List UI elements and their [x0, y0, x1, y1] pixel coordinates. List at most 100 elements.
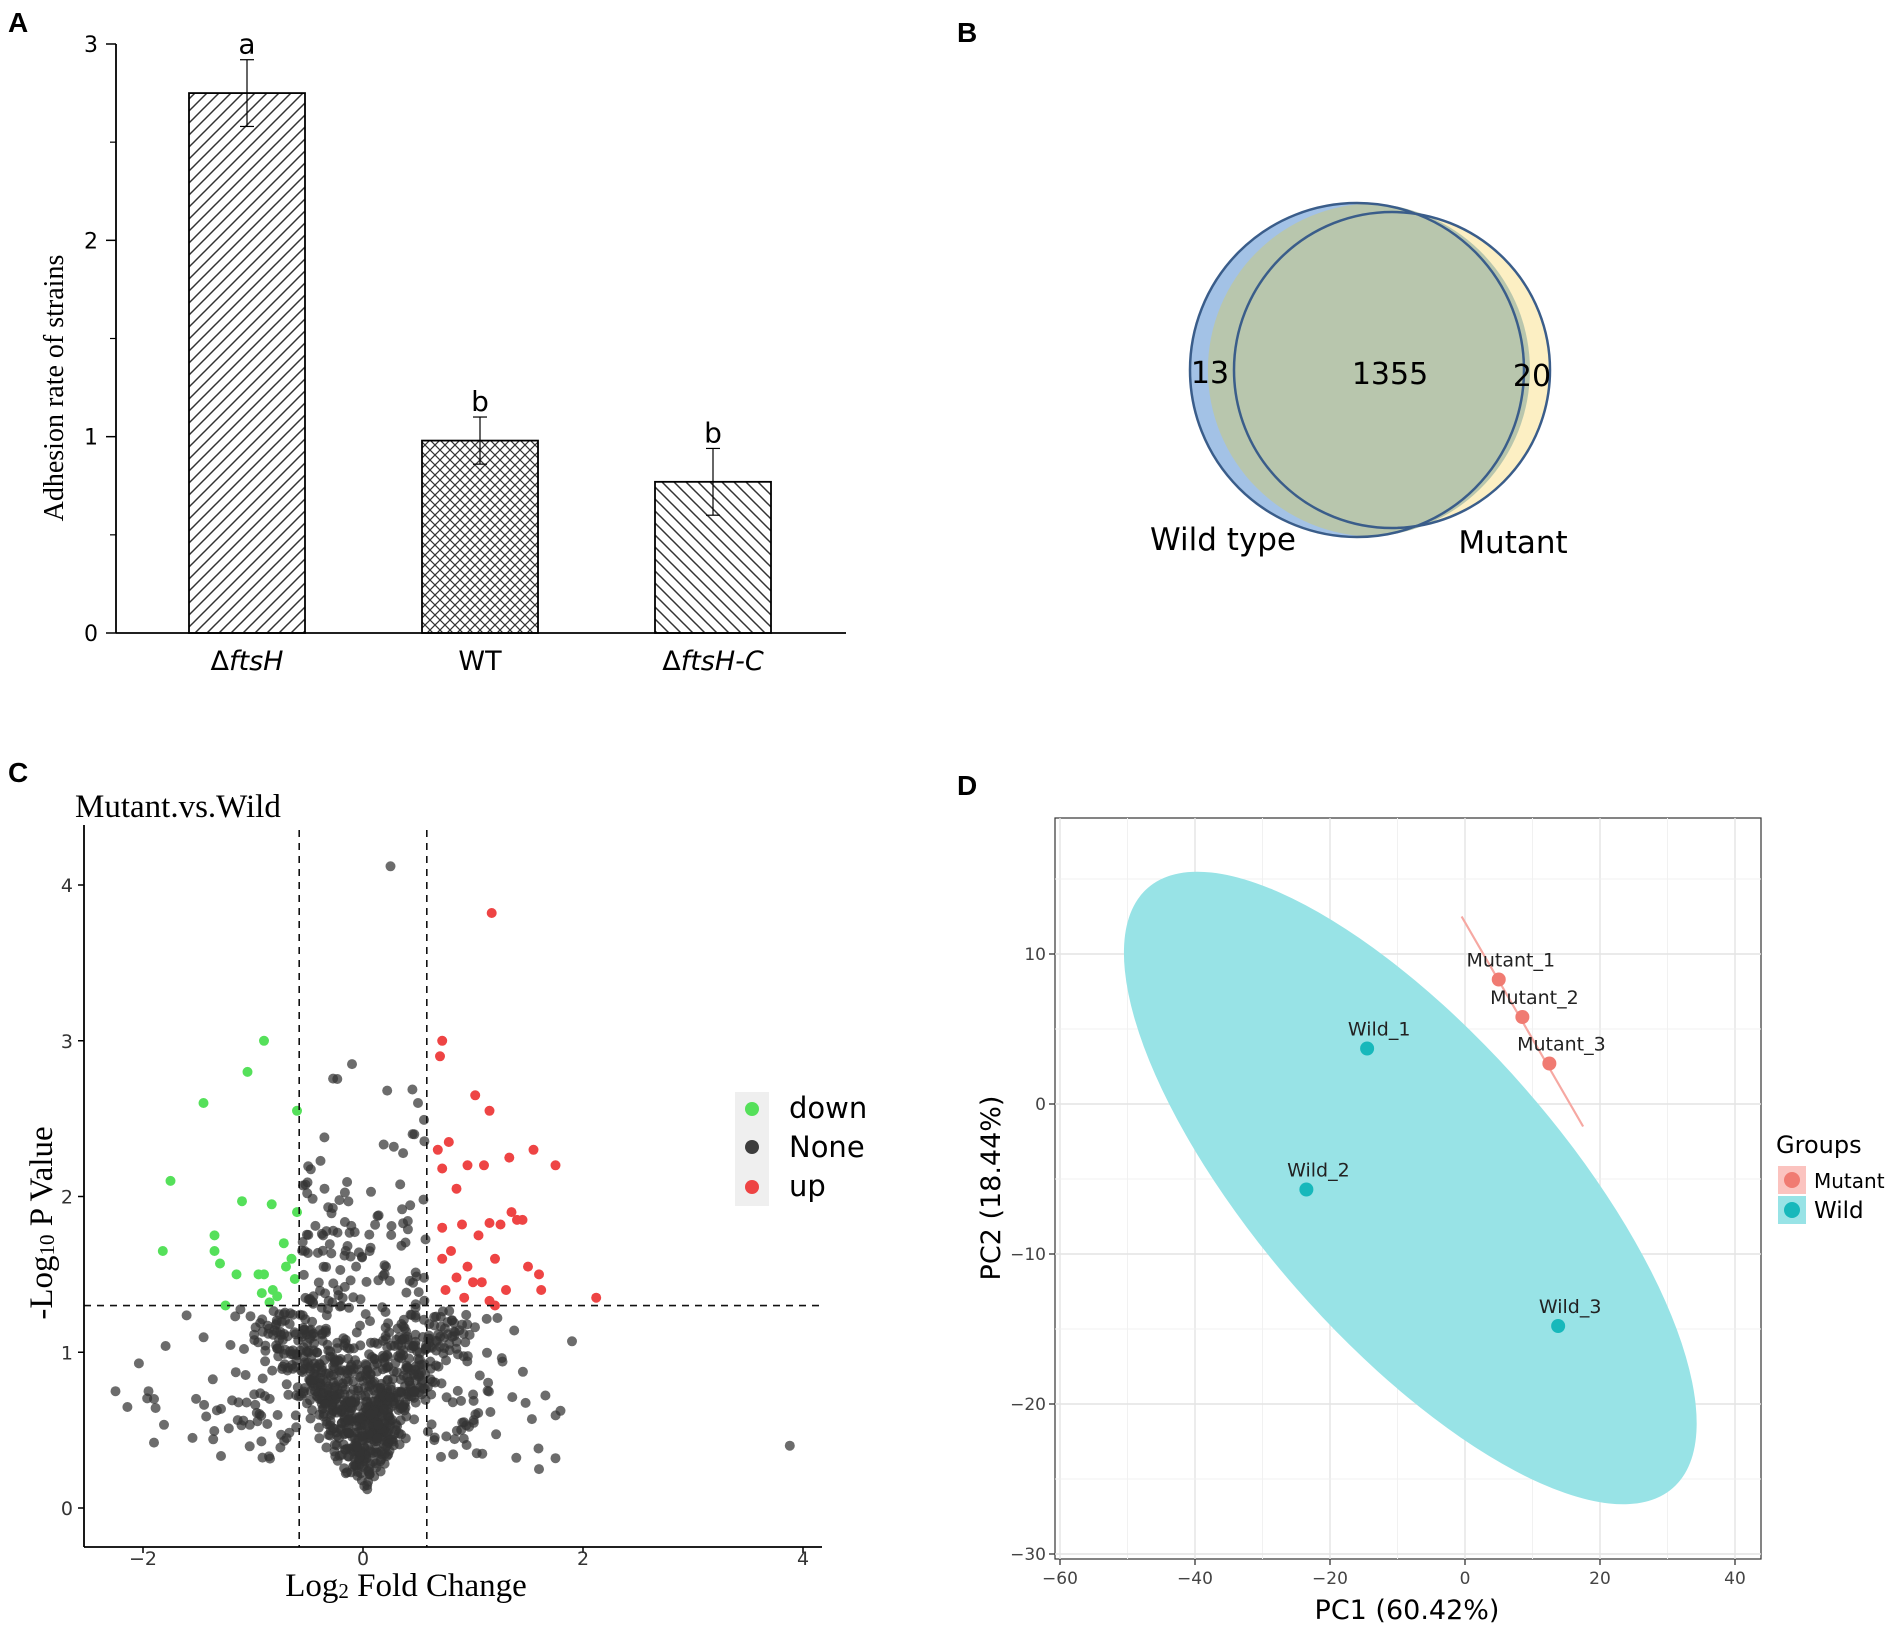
- panel-label-d: D: [957, 770, 977, 801]
- x-tick-label: −40: [1177, 1569, 1213, 1589]
- x-axis-label: Log2 Fold Change: [285, 1568, 527, 1604]
- point-none: [201, 1411, 212, 1422]
- x-tick-label: 0: [1460, 1569, 1471, 1589]
- point-none: [413, 1098, 423, 1108]
- point-none: [309, 1386, 320, 1396]
- point-none: [191, 1393, 202, 1404]
- legend-label-none: None: [789, 1130, 865, 1164]
- point-none: [353, 1383, 364, 1394]
- point-none: [410, 1310, 421, 1321]
- point-none: [477, 1448, 488, 1459]
- point-none: [333, 1285, 343, 1296]
- point-none: [447, 1331, 458, 1342]
- point-none: [316, 1302, 327, 1313]
- point-none: [365, 1242, 376, 1253]
- category-label: ΔftsH-C: [662, 646, 764, 677]
- legend-label-mutant: Mutant: [1814, 1169, 1885, 1193]
- point-none: [297, 1310, 308, 1321]
- point-up: [495, 1219, 506, 1230]
- venn-count-mutant-only: 20: [1513, 359, 1551, 394]
- point-none: [459, 1417, 469, 1428]
- point-none: [251, 1407, 262, 1418]
- point-none: [339, 1463, 350, 1474]
- point-none: [402, 1331, 413, 1342]
- point-none: [361, 1360, 372, 1371]
- point-none: [388, 1141, 399, 1152]
- point-none: [110, 1386, 121, 1397]
- point-none: [372, 1211, 383, 1221]
- point-none: [422, 1426, 433, 1437]
- volcano-panel: Mutant.vs.Wild 0 1 2 3 4 −2 0 2 4 Log2 Fold Chan…: [24, 789, 867, 1604]
- point-none: [540, 1390, 551, 1401]
- point-none: [389, 1429, 400, 1440]
- point-label: Mutant_1: [1466, 950, 1555, 972]
- point-none: [410, 1299, 421, 1310]
- point-none: [314, 1433, 325, 1444]
- point-none: [410, 1267, 421, 1278]
- point-none: [318, 1261, 329, 1272]
- point-none: [355, 1340, 366, 1351]
- point-none: [377, 1302, 388, 1313]
- y-tick-label: −10: [1010, 1245, 1046, 1265]
- point-none: [241, 1397, 252, 1408]
- point-down: [231, 1269, 242, 1280]
- x-tick-label: 4: [797, 1548, 809, 1570]
- point-none: [419, 1136, 430, 1147]
- point-none: [365, 1409, 376, 1420]
- point-none: [449, 1434, 460, 1445]
- point-up: [486, 908, 497, 918]
- point-mutant-2: [1515, 1010, 1530, 1024]
- point-none: [402, 1216, 413, 1226]
- y-tick-label: 10: [1024, 945, 1046, 965]
- point-up: [459, 1292, 470, 1303]
- point-down: [286, 1253, 297, 1264]
- point-none: [534, 1464, 544, 1475]
- point-up: [470, 1090, 481, 1101]
- point-none: [348, 1461, 358, 1472]
- point-none: [322, 1419, 333, 1430]
- point-none: [340, 1444, 351, 1455]
- point-down: [278, 1238, 289, 1249]
- point-down: [220, 1300, 231, 1311]
- x-tick-label: −2: [129, 1548, 157, 1570]
- point-none: [329, 1439, 340, 1450]
- significance-letter: b: [471, 385, 489, 418]
- point-none: [317, 1245, 328, 1256]
- point-none: [353, 1364, 363, 1375]
- legend-marker-down: [745, 1102, 759, 1116]
- legend-label-down: down: [789, 1091, 867, 1125]
- point-none: [377, 1364, 388, 1375]
- point-down: [165, 1175, 176, 1186]
- point-none: [354, 1401, 365, 1412]
- point-none: [314, 1358, 325, 1369]
- point-up: [490, 1300, 500, 1311]
- point-up: [534, 1269, 544, 1280]
- point-none: [474, 1370, 485, 1381]
- point-none: [404, 1340, 415, 1351]
- point-none: [433, 1361, 444, 1372]
- y-tick-label: 0: [61, 1498, 73, 1520]
- point-label: Wild_2: [1287, 1160, 1350, 1182]
- point-none: [386, 1221, 397, 1231]
- point-none: [400, 1433, 411, 1444]
- point-none: [360, 1370, 371, 1381]
- point-none: [302, 1248, 313, 1258]
- point-none: [462, 1351, 473, 1362]
- point-up: [446, 1246, 456, 1256]
- point-none: [429, 1312, 440, 1322]
- point-up: [443, 1137, 454, 1147]
- point-none: [436, 1451, 446, 1462]
- point-none: [275, 1442, 286, 1453]
- x-tick-label: 20: [1589, 1569, 1611, 1589]
- point-none: [784, 1440, 795, 1451]
- point-none: [335, 1265, 346, 1275]
- point-none: [385, 861, 396, 872]
- point-none: [533, 1443, 544, 1454]
- point-none: [209, 1426, 220, 1436]
- point-none: [419, 1383, 430, 1394]
- bar-1: [188, 92, 306, 634]
- point-none: [470, 1322, 480, 1333]
- point-none: [363, 1440, 373, 1451]
- point-none: [419, 1272, 430, 1283]
